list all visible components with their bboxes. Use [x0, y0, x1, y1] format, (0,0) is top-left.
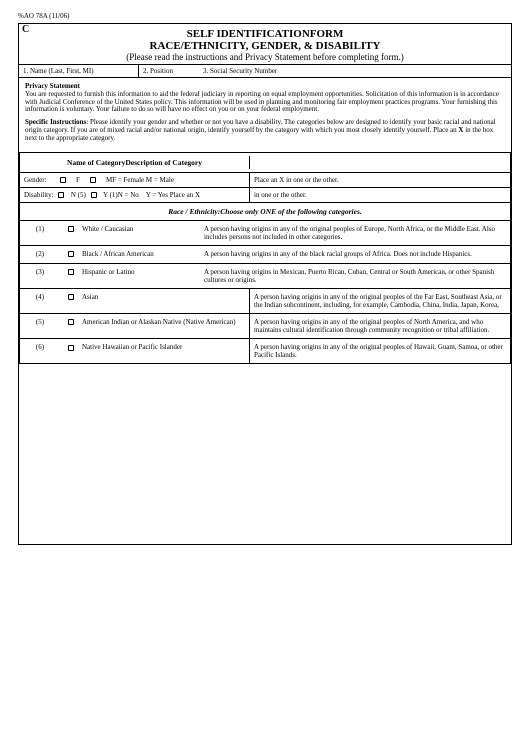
- race-desc-5: A person having origins in any of the or…: [250, 314, 510, 338]
- race-row-6: (6) Native Hawaiian or Pacific Islander …: [20, 339, 510, 363]
- disability-yyes: Y = Yes Place an X: [146, 191, 200, 199]
- disability-y1n: Y (1)N = No: [103, 191, 139, 199]
- privacy-title: Privacy Statement: [25, 82, 80, 90]
- gender-legend: MF = Female M = Male: [106, 176, 174, 184]
- category-header-right: [250, 156, 510, 169]
- corner-letter: C: [22, 24, 29, 35]
- privacy-text: You are requested to furnish this inform…: [25, 90, 499, 114]
- gender-f: F: [76, 176, 80, 184]
- disability-row: Disability: N (5) Y (1)N = No Y = Yes Pl…: [20, 188, 510, 203]
- disability-label: Disability:: [24, 191, 54, 199]
- race-num-1: (1): [20, 221, 60, 245]
- specific-text: : Please identify your gender and whethe…: [25, 118, 496, 134]
- race-row-1: (1) White / Caucasian A person having or…: [20, 221, 510, 246]
- race-name-1: White / Caucasian: [82, 221, 200, 245]
- race-row-3: (3) Hispanic or Latino A person having o…: [20, 264, 510, 289]
- gender-row: Gender: F MF = Female M = Male Place an …: [20, 173, 510, 188]
- race-row-5: (5) American Indian or Alaskan Native (N…: [20, 314, 510, 339]
- race-checkbox-5[interactable]: [68, 319, 74, 325]
- name-field-label: 1. Name (Last, First, MI): [19, 65, 139, 77]
- form-container: C SELF IDENTIFICATIONFORM RACE/ETHNICITY…: [18, 23, 512, 545]
- race-name-5: American Indian or Alaskan Native (Nativ…: [82, 314, 250, 338]
- identity-fields-row: 1. Name (Last, First, MI) 2. Position 3.…: [19, 64, 511, 78]
- privacy-section: Privacy Statement You are requested to f…: [19, 78, 511, 152]
- category-header: Name of CategoryDescription of Category: [20, 153, 510, 173]
- category-table: Name of CategoryDescription of Category …: [19, 152, 511, 364]
- race-num-4: (4): [20, 289, 60, 313]
- race-checkbox-4[interactable]: [68, 294, 74, 300]
- gender-checkbox-1[interactable]: [60, 177, 66, 183]
- category-header-left: Name of CategoryDescription of Category: [20, 156, 250, 169]
- position-field-label: 2. Position: [139, 65, 199, 77]
- gender-checkbox-2[interactable]: [90, 177, 96, 183]
- disability-checkbox-1[interactable]: [58, 192, 64, 198]
- race-checkbox-6[interactable]: [68, 345, 74, 351]
- race-checkbox-3[interactable]: [68, 269, 74, 275]
- disability-checkbox-2[interactable]: [91, 192, 97, 198]
- race-header: Race / Ethnicity:Choose only ONE of the …: [20, 203, 510, 221]
- race-row-2: (2) Black / African American A person ha…: [20, 246, 510, 264]
- gender-label: Gender:: [24, 176, 47, 184]
- form-header: SELF IDENTIFICATIONFORM RACE/ETHNICITY, …: [19, 24, 511, 64]
- race-row-4: (4) Asian A person having origins in any…: [20, 289, 510, 314]
- race-checkbox-1[interactable]: [68, 226, 74, 232]
- race-checkbox-2[interactable]: [68, 251, 74, 257]
- race-name-6: Native Hawaiian or Pacific Islander: [82, 339, 250, 363]
- disability-instruction: in one or the other.: [250, 188, 510, 202]
- disability-n5: N (5): [71, 191, 86, 199]
- race-num-2: (2): [20, 246, 60, 263]
- race-desc-1: A person having origins in any of the or…: [200, 221, 510, 245]
- race-name-3: Hispanic or Latino: [82, 264, 200, 288]
- title-line-2: RACE/ETHNICITY, GENDER, & DISABILITY: [19, 40, 511, 52]
- race-num-5: (5): [20, 314, 60, 338]
- race-desc-6: A person having origins in any of the or…: [250, 339, 510, 363]
- specific-title: Specific Instructions: [25, 118, 86, 126]
- form-number: %AO 78A (11/06): [18, 12, 512, 20]
- race-desc-4: A person having origins in any of the or…: [250, 289, 510, 313]
- race-name-2: Black / African American: [82, 246, 200, 263]
- title-line-1: SELF IDENTIFICATIONFORM: [19, 28, 511, 40]
- race-num-6: (6): [20, 339, 60, 363]
- ssn-field-label: 3. Social Security Number: [199, 65, 511, 77]
- gender-instruction: Place an X in one or the other.: [250, 173, 510, 187]
- subtitle: (Please read the instructions and Privac…: [19, 52, 511, 62]
- race-num-3: (3): [20, 264, 60, 288]
- race-desc-3: A person having origins in Mexican, Puer…: [200, 264, 510, 288]
- race-desc-2: A person having origins in any of the bl…: [200, 246, 510, 263]
- race-name-4: Asian: [82, 289, 250, 313]
